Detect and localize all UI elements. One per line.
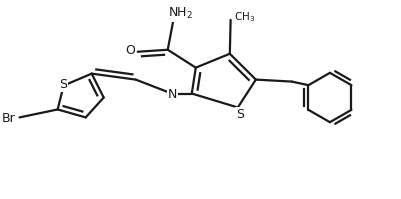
Text: N: N	[168, 88, 177, 101]
Text: CH$_3$: CH$_3$	[233, 10, 254, 24]
Text: S: S	[235, 108, 243, 121]
Text: NH$_2$: NH$_2$	[168, 6, 193, 21]
Text: Br: Br	[2, 112, 15, 125]
Text: O: O	[124, 44, 134, 58]
Text: S: S	[59, 78, 67, 91]
